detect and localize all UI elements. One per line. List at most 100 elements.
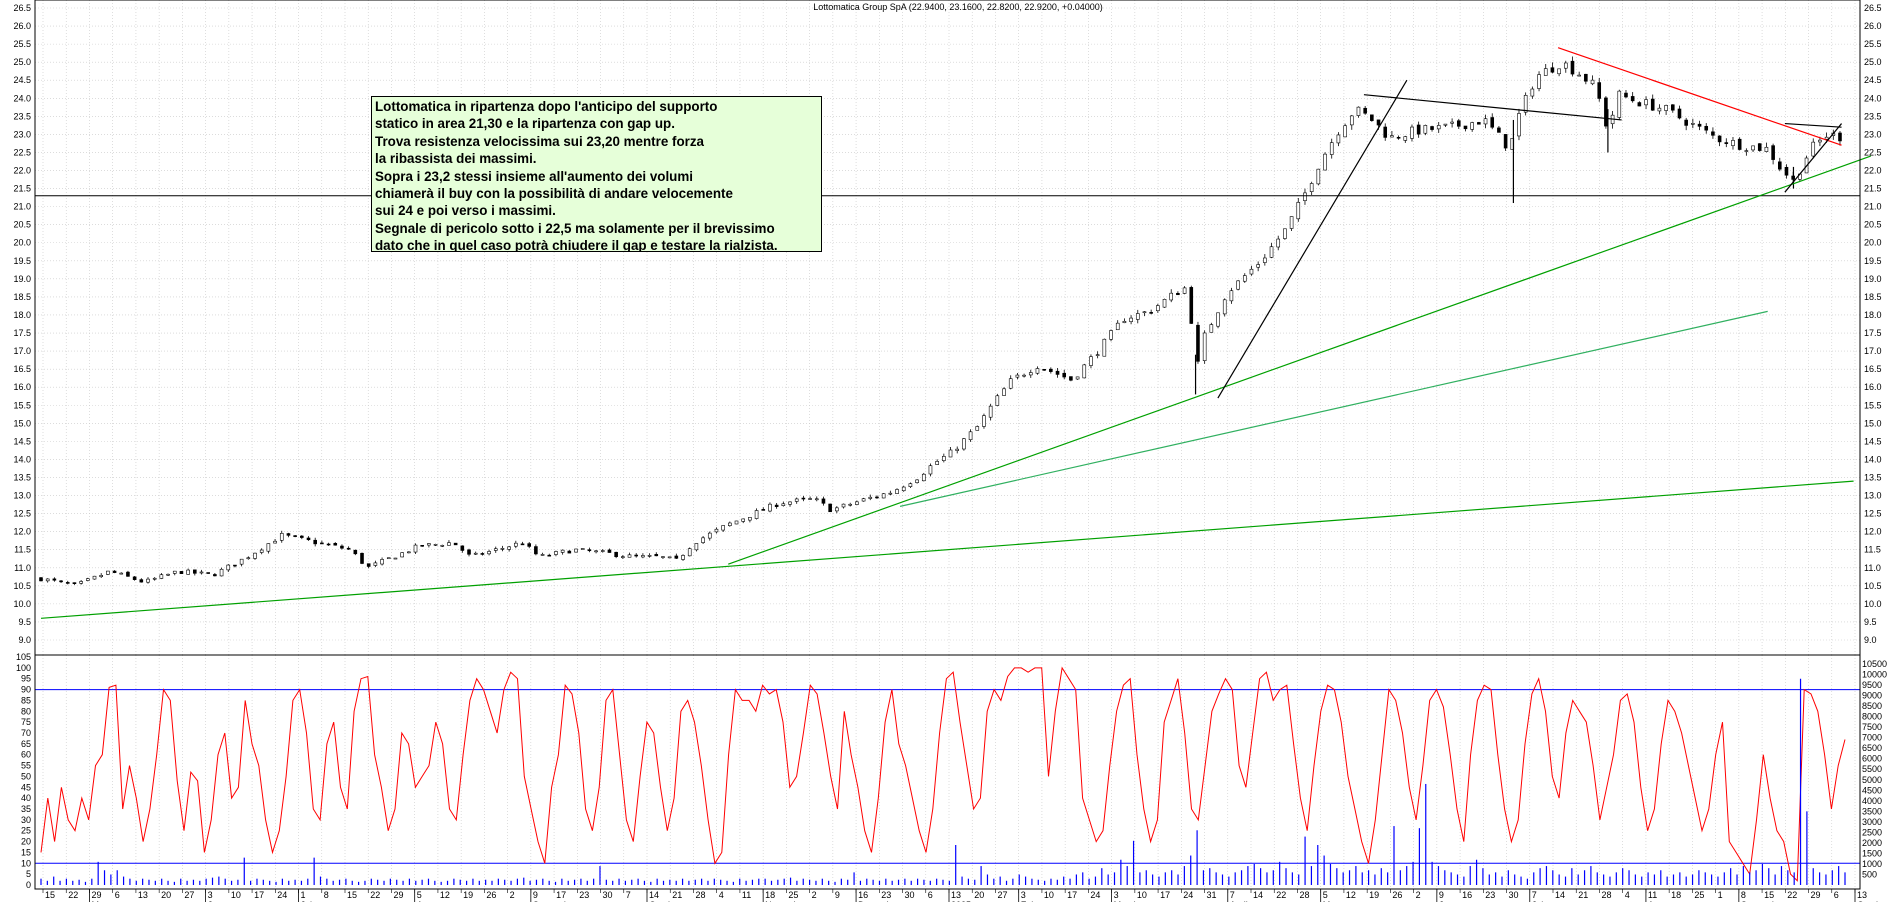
candle-body [1035, 368, 1040, 374]
candle-body [366, 563, 371, 567]
date-tick: 7 [1532, 890, 1537, 900]
candle-body [1637, 102, 1642, 107]
date-tick: 6 [1834, 890, 1839, 900]
candle-body [353, 549, 358, 555]
candle-body [1824, 136, 1829, 140]
candle-body [1477, 122, 1481, 125]
candle-body [1222, 299, 1227, 315]
oscillator-tick: 40 [21, 793, 31, 803]
candle-body [266, 543, 271, 552]
price-tick-left: 18.0 [13, 310, 31, 320]
candle-body [520, 543, 525, 546]
oscillator-tick: 65 [21, 739, 31, 749]
candle-body [1436, 125, 1441, 130]
oscillator-tick: 20 [21, 837, 31, 847]
candle-body [1276, 238, 1281, 248]
price-tick-right: 24.0 [1864, 93, 1882, 103]
candle-body [467, 549, 471, 555]
volume-tick: 1500 [1862, 848, 1882, 858]
date-tick: 23 [579, 890, 589, 900]
volume-tick: 6500 [1862, 743, 1882, 753]
price-tick-right: 21.0 [1864, 202, 1882, 212]
candle-body [1456, 120, 1461, 127]
volume-tick: 10000 [1862, 670, 1887, 680]
candle-body [1216, 312, 1220, 327]
candle-body [306, 537, 311, 541]
candle-body [1089, 356, 1093, 366]
candle-body [734, 520, 739, 525]
candle-body [380, 559, 384, 565]
oscillator-tick: 0 [26, 880, 31, 890]
candle-body [1102, 338, 1107, 357]
candle-body [540, 554, 545, 556]
candle-body [828, 503, 832, 513]
price-tick-right: 24.5 [1864, 75, 1882, 85]
price-tick-left: 10.0 [13, 599, 31, 609]
date-tick: 16 [858, 890, 868, 900]
analysis-note-line: sui 24 e poi verso i massimi. [375, 203, 556, 219]
candle-body [821, 498, 826, 504]
price-tick-left: 13.5 [13, 472, 31, 482]
date-tick: 17 [1067, 890, 1077, 900]
candle-body [86, 578, 90, 581]
candle-body [794, 498, 799, 502]
candle-body [942, 456, 946, 461]
volume-tick: 2500 [1862, 827, 1882, 837]
candle-body [1430, 126, 1434, 130]
price-tick-left: 9.5 [18, 617, 31, 627]
price-tick-left: 16.0 [13, 382, 31, 392]
date-tick: 21 [672, 890, 682, 900]
candle-body [1664, 105, 1668, 111]
price-tick-left: 21.5 [13, 184, 31, 194]
date-tick: 16 [1462, 890, 1472, 900]
candle-body [1249, 268, 1254, 275]
candle-body [835, 507, 839, 512]
candle-body [326, 543, 331, 546]
candle-body [420, 544, 424, 547]
candle-body [1269, 246, 1274, 258]
candle-body [1169, 292, 1174, 301]
candle-body [400, 552, 404, 558]
candle-body [1550, 67, 1555, 73]
candle-body [1818, 139, 1822, 143]
price-tick-right: 22.5 [1864, 147, 1882, 157]
candle-body [1764, 146, 1769, 152]
candle-body [1483, 118, 1488, 125]
price-tick-right: 19.5 [1864, 256, 1882, 266]
trendline [1217, 79, 1408, 399]
candle-body [901, 486, 906, 492]
volume-tick: 7500 [1862, 722, 1882, 732]
candle-body [1731, 140, 1735, 146]
price-tick-right: 18.5 [1864, 292, 1882, 302]
analysis-note-line: Lottomatica in ripartenza dopo l'anticip… [375, 99, 718, 114]
oscillator-tick: 75 [21, 717, 31, 727]
date-tick: 15 [1764, 890, 1774, 900]
candle-body [634, 554, 639, 557]
candle-body [921, 473, 926, 482]
candle-body [841, 503, 846, 508]
price-tick-right: 23.5 [1864, 111, 1882, 121]
candle-body [1049, 368, 1053, 372]
candle-body [1416, 124, 1421, 135]
candle-body [1176, 292, 1180, 296]
candle-body [507, 546, 511, 550]
candle-body [801, 497, 806, 500]
trendline [1363, 94, 1622, 121]
price-tick-right: 17.5 [1864, 328, 1882, 338]
candle-body [1751, 145, 1755, 151]
date-tick: 4 [1625, 890, 1630, 900]
date-tick: 9 [835, 890, 840, 900]
price-tick-left: 14.5 [13, 436, 31, 446]
date-tick: 15 [347, 890, 357, 900]
date-tick: 21 [1578, 890, 1588, 900]
candle-body [1283, 228, 1287, 239]
candle-body [273, 540, 277, 544]
candle-body [92, 575, 97, 580]
candle-body [1182, 287, 1187, 294]
date-tick: 13 [138, 890, 148, 900]
candle-body [152, 577, 157, 580]
candle-body [982, 415, 986, 427]
candle-body [848, 503, 853, 506]
candle-body [1470, 122, 1474, 130]
